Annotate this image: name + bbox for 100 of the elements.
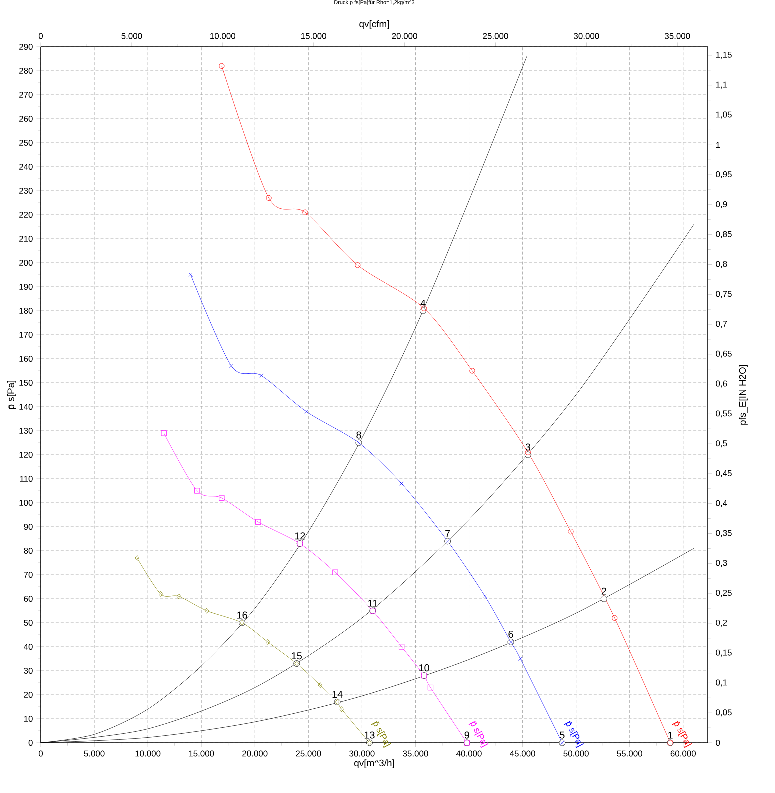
text: p̄ s[Pa] xyxy=(672,721,692,748)
x-tick-label: 15.000 xyxy=(189,750,214,757)
annotation: 10 xyxy=(420,664,430,672)
y2-tick-label: 0,6 xyxy=(716,380,728,388)
x2-tick-label: 0 xyxy=(38,33,44,40)
y2-tick-label: 0,55 xyxy=(716,410,732,418)
y-tick-label: 70 xyxy=(24,572,33,578)
point xyxy=(332,570,338,576)
y-tick-label: 260 xyxy=(20,116,33,122)
x-tick-label: 55.000 xyxy=(617,750,642,757)
annotation: 15 xyxy=(292,652,302,660)
y-tick-label: 60 xyxy=(24,596,33,602)
y2-tick-label: 0,9 xyxy=(716,201,728,208)
y2-tick-label: 0,35 xyxy=(716,530,732,538)
annotation: 13 xyxy=(364,732,375,739)
y2-tick-label: 1 xyxy=(716,142,720,148)
y2-tick-label: 0,05 xyxy=(716,710,732,717)
y2-axis-title: pfs_E[IN H2O] xyxy=(739,365,748,425)
x2-axis-title: qv[cfm] xyxy=(360,20,390,30)
y-tick-label: 190 xyxy=(20,284,33,290)
point xyxy=(355,262,361,268)
y-tick-label: 150 xyxy=(20,380,33,386)
y-tick-label: 250 xyxy=(20,140,33,146)
y-tick-label: 180 xyxy=(20,308,33,314)
y-tick-label: 140 xyxy=(20,404,33,410)
y-tick-label: 100 xyxy=(20,500,33,506)
x2-tick-label: 10.000 xyxy=(210,33,236,40)
point xyxy=(318,682,323,688)
x2-tick-label: 15.000 xyxy=(302,33,326,40)
point xyxy=(219,63,225,69)
annotation: 14 xyxy=(332,691,343,698)
x-tick-label: 40.000 xyxy=(456,750,482,757)
x2-tick-label: 35.000 xyxy=(665,33,690,40)
x2-tick-label: 5.000 xyxy=(122,33,142,40)
x-tick-label: 60.000 xyxy=(670,750,696,757)
y2-tick-label: 1,1 xyxy=(716,82,728,89)
point xyxy=(135,555,140,561)
annotation: 2 xyxy=(602,588,606,595)
y2-tick-label: 0,15 xyxy=(716,650,732,657)
x-axis-title: qv[m^3/h] xyxy=(354,760,394,768)
point xyxy=(340,706,344,712)
y2-tick-label: 0 xyxy=(716,740,720,746)
y-tick-label: 130 xyxy=(20,428,33,434)
annotation: 7 xyxy=(446,530,450,538)
y2-tick-label: 1,15 xyxy=(716,52,732,59)
point xyxy=(194,488,200,494)
y2-tick-label: 0,7 xyxy=(716,321,728,328)
y-tick-label: 90 xyxy=(24,524,33,530)
y-tick-label: 110 xyxy=(20,476,33,482)
point xyxy=(256,519,262,525)
point xyxy=(399,644,405,650)
point xyxy=(483,594,488,599)
y-tick-label: 10 xyxy=(24,716,33,722)
point xyxy=(158,591,164,597)
y2-tick-label: 0,8 xyxy=(716,261,728,268)
point xyxy=(176,594,182,600)
x2-tick-label: 30.000 xyxy=(574,33,600,40)
annotation: 12 xyxy=(295,532,306,540)
point xyxy=(219,495,225,501)
x-tick-label: 30.000 xyxy=(350,750,375,757)
point xyxy=(428,685,434,691)
y2-tick-label: 0,65 xyxy=(716,350,732,358)
y-tick-label: 0 xyxy=(28,740,33,746)
point xyxy=(230,364,234,368)
text: p̄ s[Pa] xyxy=(468,721,489,748)
y2-tick-label: 0,5 xyxy=(716,440,728,448)
y-tick-label: 290 xyxy=(20,44,33,50)
x-tick-label: 35.000 xyxy=(403,750,428,757)
annotation: 9 xyxy=(464,732,470,739)
point xyxy=(518,656,523,662)
point xyxy=(612,615,618,621)
y2-tick-label: 0,95 xyxy=(716,172,732,179)
x-tick-label: 5.000 xyxy=(84,750,105,757)
y2-tick-label: 0,3 xyxy=(716,560,728,568)
y-tick-label: 50 xyxy=(24,620,33,626)
text: p̄ s[Pa] xyxy=(564,721,584,748)
y2-tick-label: 0,4 xyxy=(716,500,728,508)
y2-tick-label: 0,1 xyxy=(716,680,728,687)
point xyxy=(568,529,574,535)
annotation: 11 xyxy=(368,600,378,607)
y-tick-label: 80 xyxy=(24,548,33,554)
point xyxy=(470,368,476,374)
y2-tick-label: 0,2 xyxy=(716,620,728,627)
point xyxy=(260,374,264,378)
annotation: 16 xyxy=(238,612,248,619)
annotation: 5 xyxy=(560,732,565,739)
y-axis-title: p̄ s[Pa] xyxy=(7,380,16,410)
point xyxy=(266,639,270,645)
y2-tick-label: 0,85 xyxy=(716,231,732,238)
y2-tick-label: 0,25 xyxy=(716,590,732,598)
y-tick-label: 240 xyxy=(20,164,33,170)
y-tick-label: 20 xyxy=(24,692,33,698)
y-tick-label: 170 xyxy=(20,332,33,338)
y-tick-label: 120 xyxy=(20,452,33,458)
y-tick-label: 220 xyxy=(20,212,33,218)
y-tick-label: 280 xyxy=(20,68,33,74)
x2-tick-label: 25.000 xyxy=(483,33,508,40)
x-tick-label: 0 xyxy=(38,750,44,757)
point xyxy=(266,195,272,201)
point xyxy=(400,482,404,486)
